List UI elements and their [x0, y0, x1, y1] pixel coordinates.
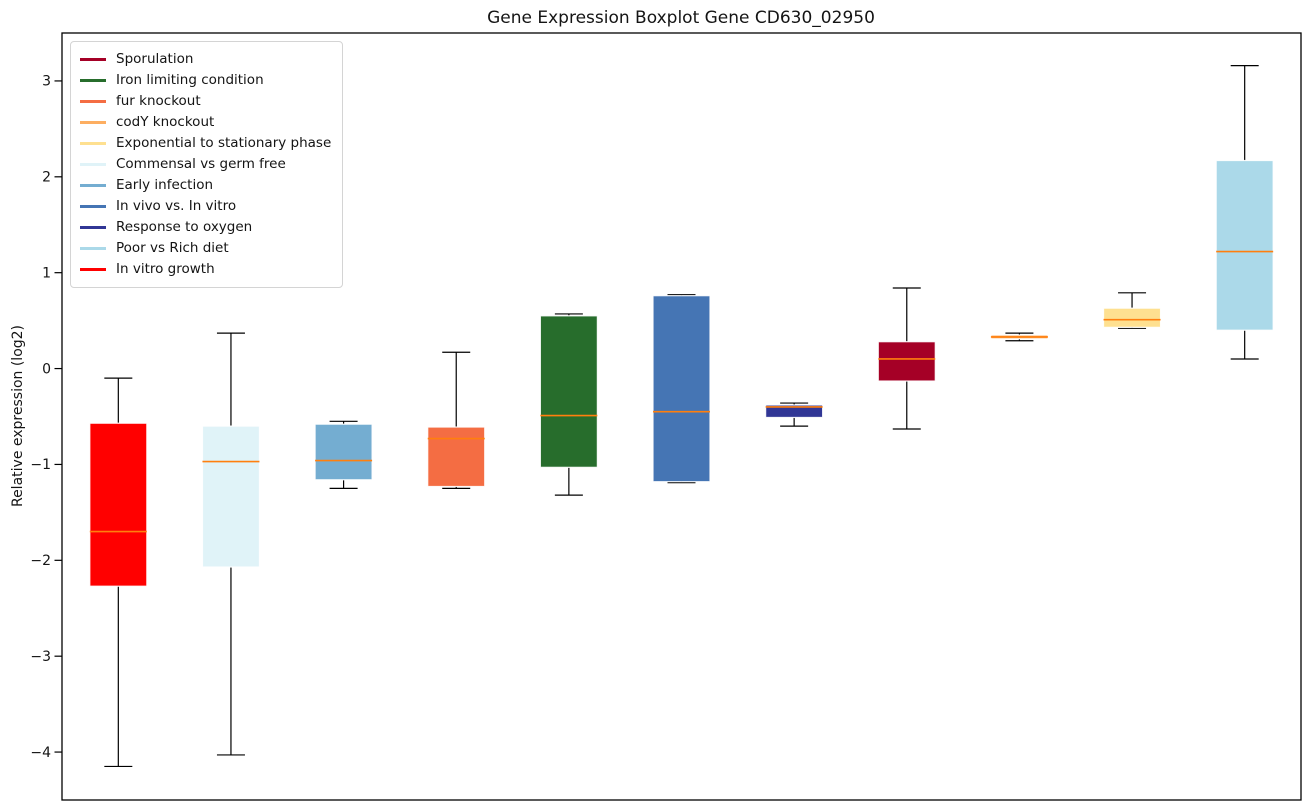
y-tick-label: 3: [42, 74, 51, 90]
y-tick-label: 1: [42, 265, 51, 281]
box-in-vitro-growth: [89, 422, 148, 587]
box-response-to-oxygen: [765, 404, 824, 419]
legend-swatch-early-infection: [80, 184, 106, 187]
y-tick-label: 0: [42, 361, 51, 377]
legend-item-exponential-to-stationary-phase: Exponential to stationary phase: [80, 133, 331, 154]
legend-label: fur knockout: [116, 93, 201, 109]
legend-item-sporulation: Sporulation: [80, 49, 331, 70]
box-group-poor-vs-rich-diet: [1215, 64, 1274, 360]
box-group-sporulation: [877, 287, 936, 430]
y-axis-label: Relative expression (log2): [10, 325, 26, 507]
box-early-infection: [314, 423, 373, 481]
legend-label: Sporulation: [116, 51, 194, 67]
legend-swatch-commensal-vs-germ-free: [80, 163, 106, 166]
legend-label: Commensal vs germ free: [116, 156, 286, 172]
legend-item-response-to-oxygen: Response to oxygen: [80, 217, 331, 238]
legend-swatch-sporulation: [80, 58, 106, 61]
legend-label: Poor vs Rich diet: [116, 240, 229, 256]
legend-label: In vivo vs. In vitro: [116, 198, 237, 214]
legend-swatch-cody-knockout: [80, 121, 106, 124]
legend-swatch-response-to-oxygen: [80, 226, 106, 229]
legend-swatch-in-vivo-vs-in-vitro: [80, 205, 106, 208]
box-group-response-to-oxygen: [765, 402, 824, 427]
legend-label: Response to oxygen: [116, 219, 253, 235]
legend-label: In vitro growth: [116, 261, 215, 277]
legend-item-in-vivo-vs-in-vitro: In vivo vs. In vitro: [80, 196, 331, 217]
y-axis-ticks: 3 2 1 0 −1 −2 −3 −4: [30, 74, 62, 761]
legend-item-poor-vs-rich-diet: Poor vs Rich diet: [80, 238, 331, 259]
y-tick-label: −1: [30, 457, 51, 473]
legend-swatch-in-vitro-growth: [80, 268, 106, 271]
box-group-exponential-to-stationary-phase: [1102, 292, 1162, 329]
y-tick-label: −3: [30, 649, 51, 665]
box-commensal-vs-germ-free: [201, 425, 261, 568]
box-group-early-infection: [314, 420, 373, 490]
legend-item-cody-knockout: codY knockout: [80, 112, 331, 133]
legend-item-in-vitro-growth: In vitro growth: [80, 259, 331, 280]
legend-swatch-fur-knockout: [80, 100, 106, 103]
y-tick-label: −2: [30, 553, 51, 569]
chart-title: Gene Expression Boxplot Gene CD630_02950: [487, 8, 875, 28]
y-tick-label: −4: [30, 745, 51, 761]
legend-item-early-infection: Early infection: [80, 175, 331, 196]
legend-swatch-poor-vs-rich-diet: [80, 247, 106, 250]
legend-label: Exponential to stationary phase: [116, 135, 332, 151]
legend-swatch-exponential-to-stationary-phase: [80, 142, 106, 145]
box-group-in-vitro-growth: [89, 377, 148, 768]
y-tick-label: 2: [42, 170, 51, 186]
box-fur-knockout: [427, 426, 486, 488]
legend-item-fur-knockout: fur knockout: [80, 91, 331, 112]
box-poor-vs-rich-diet: [1215, 159, 1274, 331]
box-group-cody-knockout: [990, 332, 1049, 342]
box-in-vivo-vs-in-vitro: [652, 295, 711, 483]
box-group-in-vivo-vs-in-vitro: [652, 294, 711, 484]
legend-label: codY knockout: [116, 114, 215, 130]
legend-label: Iron limiting condition: [116, 72, 264, 88]
legend-item-commensal-vs-germ-free: Commensal vs germ free: [80, 154, 331, 175]
legend-item-iron-limiting-condition: Iron limiting condition: [80, 70, 331, 91]
box-group-commensal-vs-germ-free: [201, 332, 261, 756]
legend-swatch-iron-limiting-condition: [80, 79, 106, 82]
boxplot-series: [89, 64, 1274, 768]
box-group-fur-knockout: [427, 351, 486, 490]
legend: Sporulation Iron limiting condition fur kn…: [70, 41, 344, 288]
legend-label: Early infection: [116, 177, 214, 193]
box-sporulation: [877, 341, 936, 382]
box-exponential-to-stationary-phase: [1102, 307, 1162, 328]
box-group-iron-limiting-condition: [539, 313, 598, 496]
box-iron-limiting-condition: [539, 315, 598, 468]
